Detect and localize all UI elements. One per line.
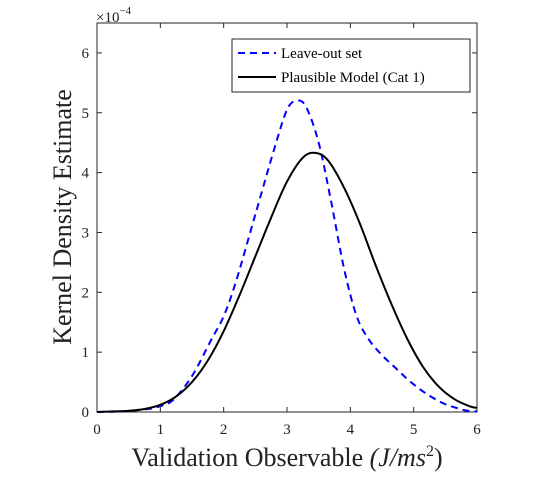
y-multiplier-exp: −4: [119, 5, 131, 17]
y-tick-label: 0: [82, 405, 90, 421]
x-tick-label: 2: [220, 422, 228, 438]
series-line-plausible-model: [96, 151, 478, 413]
legend-label-plausible-model: Plausible Model (Cat 1): [281, 70, 425, 86]
y-tick-label: 5: [82, 106, 90, 122]
y-tick-label: 6: [82, 46, 90, 62]
axis-ticks: [96, 23, 478, 413]
x-axis-label-unit-close: ): [434, 443, 443, 472]
y-tick-label: 3: [82, 225, 90, 241]
x-axis-label-unit-exp: 2: [426, 443, 434, 460]
legend: Leave-out set Plausible Model (Cat 1): [231, 38, 471, 93]
x-tick-label: 6: [473, 422, 481, 438]
y-tick-label: 2: [82, 285, 90, 301]
series-lines: [96, 99, 478, 413]
y-tick-label: 4: [82, 166, 90, 182]
x-axis-label: Validation Observable (J/ms2): [131, 443, 442, 472]
x-tick-label: 3: [283, 422, 291, 438]
y-multiplier-base: ×10: [96, 10, 119, 26]
y-tick-labels: 0 1 2 3 4 5 6: [82, 46, 90, 421]
series-line-leave-out: [96, 99, 478, 413]
x-axis-label-text: Validation Observable: [131, 443, 369, 472]
x-tick-label: 4: [347, 422, 355, 438]
x-axis-label-unit: (J/ms: [370, 443, 426, 472]
x-tick-label: 0: [93, 422, 101, 438]
x-tick-label: 1: [157, 422, 165, 438]
x-tick-labels: 0 1 2 3 4 5 6: [93, 422, 481, 438]
y-tick-label: 1: [82, 345, 90, 361]
legend-box: [231, 38, 471, 93]
y-axis-multiplier: ×10−4: [96, 5, 132, 26]
x-tick-label: 5: [410, 422, 418, 438]
y-axis-label: Kernel Density Estimate: [48, 89, 77, 345]
legend-label-leave-out: Leave-out set: [281, 46, 363, 62]
